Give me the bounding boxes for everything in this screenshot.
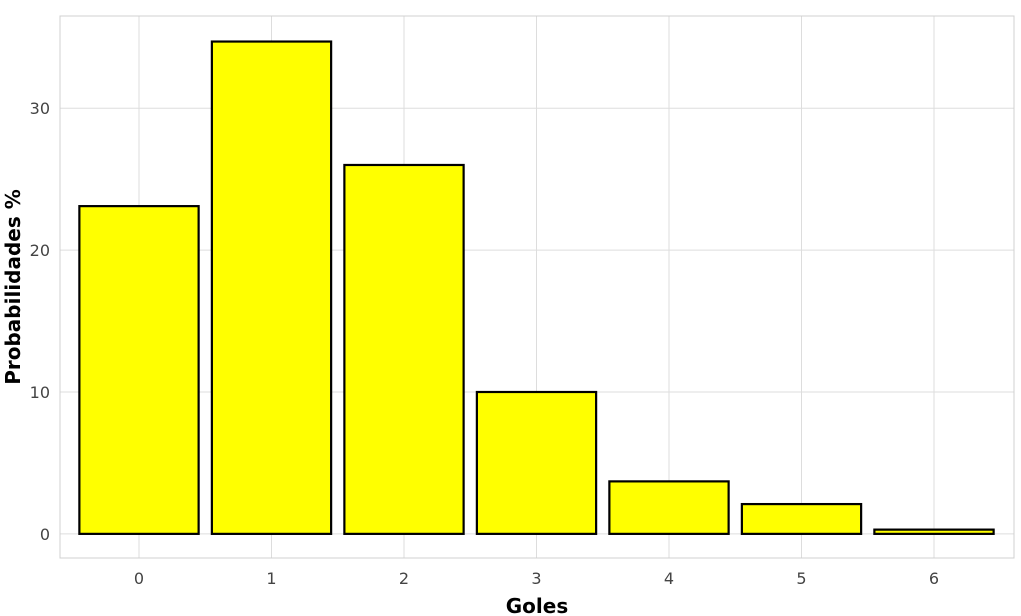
bar-0 (78, 205, 200, 535)
y-axis-title: Probabilidades % (1, 189, 25, 385)
bars (78, 40, 995, 535)
x-tick-labels: 0 1 2 3 4 5 6 (134, 569, 939, 588)
x-tick-label: 3 (531, 569, 541, 588)
y-tick-label: 10 (30, 383, 50, 402)
bar-1 (210, 40, 333, 535)
y-tick-labels: 0 10 20 30 (30, 99, 50, 544)
bar-5 (740, 502, 863, 535)
bar-2 (343, 163, 465, 535)
x-tick-label: 4 (664, 569, 674, 588)
x-tick-label: 0 (134, 569, 144, 588)
x-tick-label: 1 (266, 569, 276, 588)
x-tick-label: 6 (929, 569, 939, 588)
bar-4 (608, 480, 730, 535)
y-tick-label: 30 (30, 99, 50, 118)
plot-frame (59, 15, 1015, 559)
bar-3 (475, 390, 598, 535)
bar-6 (873, 528, 995, 535)
y-tick-label: 0 (40, 525, 50, 544)
x-tick-label: 5 (796, 569, 806, 588)
y-tick-label: 20 (30, 241, 50, 260)
x-tick-label: 2 (399, 569, 409, 588)
x-axis-title: Goles (506, 594, 568, 616)
